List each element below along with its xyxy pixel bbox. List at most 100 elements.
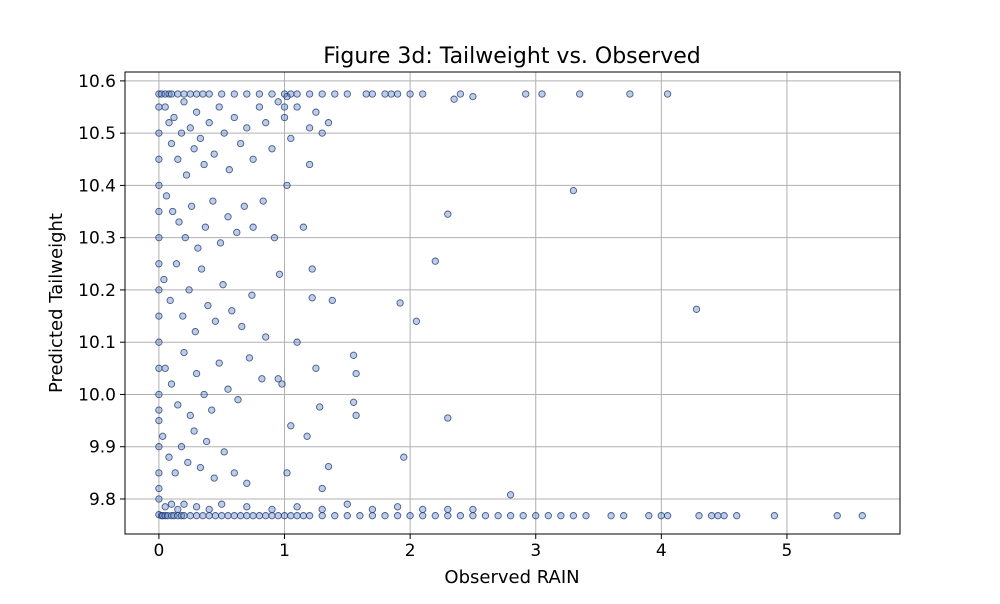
scatter-point: [167, 380, 176, 388]
scatter-point: [368, 512, 377, 520]
scatter-point: [155, 155, 163, 163]
y-tick-label: 9.8: [89, 490, 116, 510]
scatter-point: [155, 207, 163, 216]
scatter-point: [216, 239, 225, 247]
scatter-point: [186, 512, 194, 520]
scatter-point: [155, 495, 163, 503]
scatter-point: [419, 90, 427, 98]
scatter-point: [663, 512, 672, 520]
scatter-point: [287, 134, 295, 143]
scatter-point: [620, 512, 628, 520]
scatter-point: [318, 484, 326, 493]
scatter-point: [305, 124, 314, 132]
y-tick-label: 9.9: [89, 438, 116, 458]
scatter-point: [167, 139, 176, 148]
scatter-point: [645, 512, 653, 520]
scatter-point: [262, 333, 270, 341]
scatter-point: [331, 90, 339, 98]
scatter-point: [381, 512, 389, 520]
scatter-point: [280, 512, 289, 520]
scatter-point: [205, 512, 213, 520]
scatter-point: [224, 385, 232, 393]
scatter-point: [230, 469, 238, 477]
scatter-point: [368, 90, 377, 98]
scatter-point: [218, 512, 226, 520]
scatter-point: [305, 160, 314, 169]
scatter-point: [274, 375, 282, 383]
scatter-point: [248, 291, 256, 299]
scatter-point: [180, 90, 188, 98]
scatter-point: [381, 90, 389, 98]
scatter-point: [444, 414, 452, 422]
scatter-point: [444, 210, 452, 218]
scatter-point: [192, 512, 201, 520]
scatter-point: [268, 145, 276, 153]
scatter-point: [243, 503, 251, 511]
scatter-point: [180, 98, 188, 106]
scatter-point: [245, 354, 254, 362]
scatter-point: [179, 312, 187, 320]
plot-frame: [124, 71, 901, 535]
y-tick-label: 10.6: [78, 72, 116, 92]
scatter-point: [444, 505, 452, 514]
scatter-point: [230, 90, 238, 98]
scatter-point: [175, 218, 183, 226]
scatter-point: [352, 369, 360, 378]
scatter-point: [155, 103, 163, 111]
x-tick-label: 1: [279, 541, 290, 561]
scatter-point: [205, 119, 213, 127]
scatter-point: [220, 129, 228, 137]
scatter-point: [155, 484, 163, 493]
scatter-point: [192, 108, 201, 116]
scatter-point: [663, 90, 672, 98]
scatter-point: [368, 505, 377, 514]
scatter-point: [714, 512, 722, 520]
scatter-point: [192, 503, 201, 511]
grid-layer: [125, 72, 900, 534]
x-tick-label: 4: [656, 541, 667, 561]
scatter-point: [695, 512, 703, 520]
scatter-point: [299, 512, 308, 520]
scatter-point: [283, 181, 291, 190]
scatter-point: [186, 411, 194, 420]
scatter-point: [249, 155, 257, 163]
scatter-point: [450, 95, 458, 103]
scatter-point: [262, 119, 270, 127]
scatter-point: [770, 512, 779, 520]
scatter-point: [243, 479, 251, 487]
scatter-point: [230, 113, 238, 122]
scatter-point: [155, 416, 163, 425]
scatter-point: [159, 432, 167, 440]
scatter-point: [218, 90, 226, 98]
scatter-point: [557, 512, 565, 520]
y-tick-label: 10.4: [78, 176, 116, 196]
scatter-point: [186, 90, 194, 98]
scatter-point: [519, 512, 527, 520]
scatter-point: [236, 512, 245, 520]
scatter-point: [210, 150, 218, 158]
scatter-point: [431, 257, 439, 265]
chart-title: Figure 3d: Tailweight vs. Observed: [323, 44, 701, 69]
scatter-point: [224, 213, 232, 221]
scatter-point: [406, 512, 414, 520]
scatter-point: [299, 223, 308, 231]
scatter-point: [200, 390, 208, 399]
scatter-point: [192, 90, 201, 98]
scatter-point: [172, 260, 181, 268]
scatter-point: [393, 503, 402, 511]
scatter-point: [287, 512, 295, 520]
scatter-point: [255, 512, 264, 520]
scatter-point: [406, 90, 414, 98]
scatter-point: [234, 396, 242, 404]
scatter-point: [243, 124, 251, 132]
scatter-point: [255, 90, 264, 98]
points-layer: [155, 90, 866, 520]
scatter-point: [177, 443, 186, 451]
y-tick-label: 10.1: [78, 333, 116, 353]
scatter-point: [161, 503, 169, 511]
scatter-point: [190, 145, 198, 153]
scatter-point: [215, 103, 223, 111]
scatter-point: [249, 223, 257, 231]
scatter-point: [293, 338, 301, 346]
